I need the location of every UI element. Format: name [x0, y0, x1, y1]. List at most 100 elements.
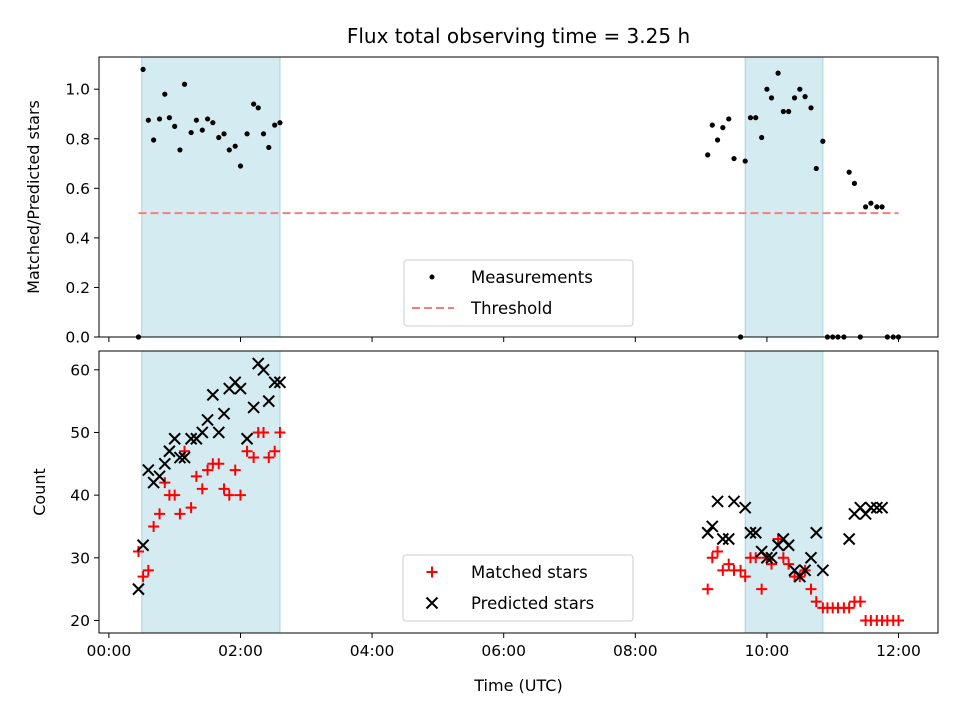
- predicted-stars-point-23: [257, 363, 270, 377]
- measurements-point-18: [232, 143, 238, 149]
- measurements-point-26: [277, 120, 283, 126]
- x-tick-label-2: 04:00: [350, 642, 395, 660]
- predicted-stars-point-46: [810, 526, 823, 539]
- measurements-point-13: [204, 116, 211, 122]
- predicted-stars-point-6: [163, 445, 176, 458]
- predicted-stars-point-45: [804, 551, 818, 565]
- measurements-point-22: [255, 105, 261, 111]
- predicted-stars-point-31: [722, 532, 735, 546]
- predicted-stars-point-26: [273, 376, 287, 389]
- matched-stars-point-24: [263, 452, 275, 464]
- measurements-point-36: [753, 115, 759, 121]
- matched-stars-point-8: [174, 508, 186, 520]
- matched-stars-point-34: [739, 571, 751, 583]
- chart-title: Flux total observing time = 3.25 h: [347, 24, 690, 48]
- measurements-point-9: [181, 81, 188, 87]
- predicted-stars-point-35: [749, 526, 762, 539]
- x-tick-label-6: 12:00: [876, 642, 921, 660]
- measurements-point-12: [199, 127, 205, 133]
- predicted-stars-point-53: [870, 501, 884, 514]
- y-tick-label-top-1: 0.2: [65, 279, 90, 297]
- legend-measurements-marker: [429, 274, 435, 280]
- matched-stars-point-29: [712, 546, 724, 558]
- predicted-stars-point-38: [765, 551, 778, 565]
- y-tick-label-top-3: 0.6: [65, 180, 90, 198]
- measurements-point-7: [172, 123, 178, 129]
- predicted-stars-point-54: [875, 501, 889, 514]
- predicted-stars-point-34: [744, 526, 757, 539]
- matched-stars-point-21: [248, 452, 260, 464]
- top-axes: 0.0 0.2 0.4 0.6 0.8 1.0 Flux total observing …: [24, 24, 939, 347]
- measurements-point-6: [166, 115, 173, 121]
- measurements-point-4: [156, 116, 163, 122]
- x-axis-label: Time (UTC): [473, 676, 562, 695]
- predicted-stars-point-27: [701, 526, 714, 539]
- matched-stars-point-42: [783, 558, 795, 570]
- y-tick-label-bot-3: 50: [70, 424, 90, 442]
- matched-stars-point-0: [132, 546, 144, 558]
- matched-stars-point-62: [893, 614, 905, 626]
- matched-stars-point-31: [723, 558, 735, 570]
- measurements-point-31: [726, 116, 732, 122]
- predicted-stars-point-19: [234, 382, 247, 395]
- predicted-stars-point-20: [240, 432, 254, 445]
- legend-predicted-marker: [425, 596, 439, 610]
- matched-stars-point-47: [810, 596, 822, 608]
- matched-stars-point-15: [213, 458, 225, 470]
- matched-stars-point-1: [137, 571, 149, 583]
- measurements-point-54: [851, 180, 858, 186]
- predicted-stars-point-8: [173, 451, 187, 464]
- matched-stars-point-18: [229, 464, 241, 476]
- matched-stars-point-39: [766, 558, 778, 570]
- measurements-point-20: [244, 131, 250, 137]
- legend-predicted-label: Predicted stars: [471, 594, 594, 613]
- predicted-stars-point-9: [178, 451, 191, 464]
- predicted-stars-point-2: [142, 463, 155, 477]
- measurements-point-28: [709, 122, 715, 128]
- predicted-stars-point-13: [201, 413, 214, 427]
- measurements-point-11: [193, 117, 199, 123]
- matched-stars-point-10: [185, 502, 197, 514]
- shaded-interval-bot-1: [744, 350, 824, 634]
- predicted-stars-point-16: [217, 407, 231, 420]
- predicted-stars-point-15: [212, 426, 225, 439]
- predicted-stars-point-1: [136, 539, 150, 552]
- matched-stars-point-2: [142, 564, 154, 576]
- matched-stars-point-46: [805, 583, 817, 595]
- predicted-stars-point-44: [798, 564, 812, 577]
- top-y-axis-label: Matched/Predicted stars: [24, 100, 43, 294]
- predicted-stars-point-0: [132, 582, 145, 596]
- predicted-stars-point-24: [262, 394, 275, 408]
- bottom-legend-box: [402, 554, 634, 622]
- predicted-stars-point-12: [196, 426, 209, 439]
- legend-matched-marker: [426, 566, 438, 578]
- measurements-point-5: [162, 91, 168, 97]
- top-series-layer: [135, 66, 902, 340]
- measurements-point-30: [720, 125, 726, 131]
- matched-stars-point-23: [258, 426, 270, 438]
- top-tick-layer: 0.0 0.2 0.4 0.6 0.8 1.0: [65, 81, 900, 347]
- shaded-interval-top-0: [141, 56, 281, 338]
- measurements-point-47: [813, 165, 819, 172]
- measurements-point-41: [780, 108, 786, 115]
- matched-stars-point-20: [241, 445, 253, 457]
- predicted-stars-point-25: [268, 376, 281, 389]
- measurements-point-56: [863, 204, 869, 210]
- measurements-point-46: [808, 105, 814, 111]
- bottom-shaded-regions: [141, 350, 824, 634]
- measurements-point-15: [216, 134, 222, 141]
- measurements-point-19: [237, 163, 244, 169]
- predicted-stars-point-28: [706, 520, 719, 533]
- y-tick-label-bot-4: 60: [70, 361, 90, 379]
- measurements-point-10: [188, 129, 194, 136]
- measurements-point-35: [747, 115, 754, 121]
- x-tick-label-4: 08:00: [613, 642, 658, 660]
- measurements-point-3: [151, 137, 157, 143]
- bottom-y-axis-label: Count: [30, 468, 49, 516]
- x-tick-label-5: 10:00: [745, 642, 790, 660]
- predicted-stars-point-48: [842, 532, 856, 546]
- matched-stars-point-55: [854, 596, 866, 608]
- matched-stars-point-3: [148, 520, 160, 532]
- legend-threshold-label: Threshold: [470, 299, 552, 318]
